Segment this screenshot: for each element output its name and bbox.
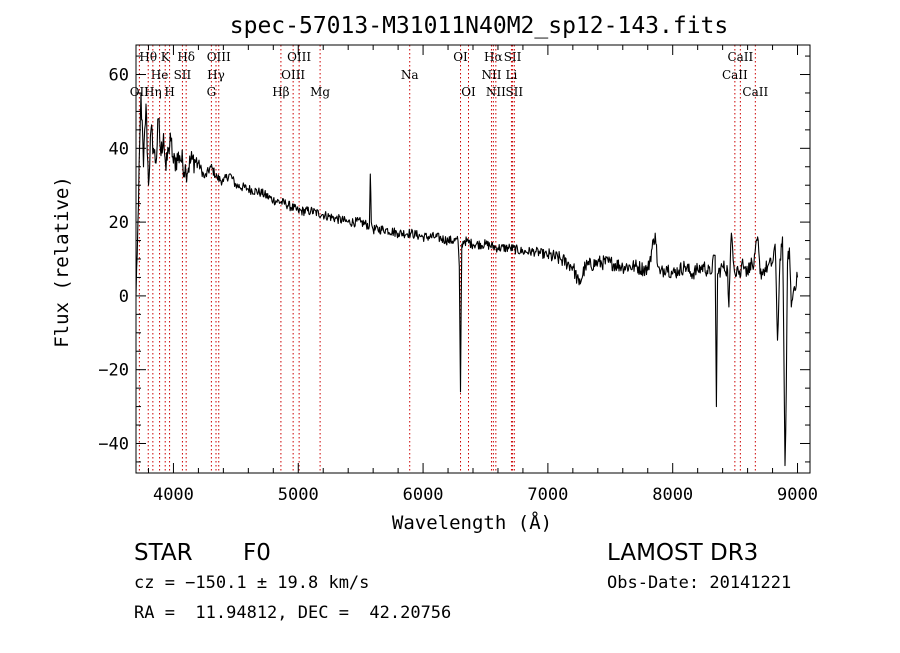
spectrum-line [135,92,799,467]
line-marker-label: OI [453,50,468,64]
y-axis-label: Flux (relative) [51,176,73,348]
line-marker-label: CaII [722,68,748,82]
x-tick-label: 4000 [153,485,194,505]
x-axis-label: Wavelength (Å) [392,511,552,534]
line-marker-label: H [164,85,174,99]
y-tick-label: 0 [119,287,129,307]
line-marker-label: Na [401,68,419,82]
sky-coordinates: RA = 11.94812, DEC = 42.20756 [134,603,452,623]
plot-frame [135,44,811,474]
x-tick-label: 8000 [652,485,693,505]
line-marker-label: SII [174,68,192,82]
line-marker-label: He [151,68,169,82]
line-marker-label: Mg [310,85,330,99]
line-marker-label: CaII [727,50,753,64]
y-tick-label: 60 [109,66,129,86]
object-class: STAR [134,540,193,566]
x-tick-label: 7000 [527,485,568,505]
line-marker-label: OI [461,85,476,99]
spectrum-layer [135,92,799,467]
line-marker-label: OIII [287,50,311,64]
line-marker-label: Hη [144,85,162,99]
line-marker-label: SII [504,50,522,64]
x-tick-label: 9000 [777,485,818,505]
redshift-velocity: cz = −150.1 ± 19.8 km/s [134,573,370,593]
line-marker-label: K [161,50,171,64]
line-marker-label: Hβ [272,85,289,99]
x-tick-label: 5000 [278,485,319,505]
line-marker-label: Hδ [177,50,195,64]
x-tick-label: 6000 [403,485,444,505]
line-marker-label: Li [506,68,518,82]
line-marker-label: OIII [207,50,231,64]
survey-name: LAMOST DR3 [607,540,759,566]
y-tick-label: −40 [98,434,129,454]
observation-date: Obs-Date: 20141221 [607,573,792,593]
line-marker-label: NII [481,68,501,82]
y-tick-label: 40 [109,139,129,159]
line-marker-label: Hγ [207,68,225,82]
y-axis-ticks: −40 −20 0 20 40 60 [98,55,810,463]
line-marker-label: Hθ [139,50,157,64]
line-marker-label: CaII [742,85,768,99]
y-tick-label: −20 [98,361,129,381]
line-marker-label: Hα [484,50,503,64]
chart-title: spec-57013-M31011N40M2_sp12-143.fits [230,13,729,39]
line-marker-label: SII [505,85,523,99]
x-axis-ticks: 4000 5000 6000 7000 8000 9000 [147,45,818,505]
line-marker-label: G [207,85,217,99]
object-subclass: F0 [243,540,271,566]
y-tick-label: 20 [109,213,129,233]
line-marker-label: OII [130,85,150,99]
line-marker-label: NII [486,85,506,99]
line-marker-label: OIII [281,68,305,82]
